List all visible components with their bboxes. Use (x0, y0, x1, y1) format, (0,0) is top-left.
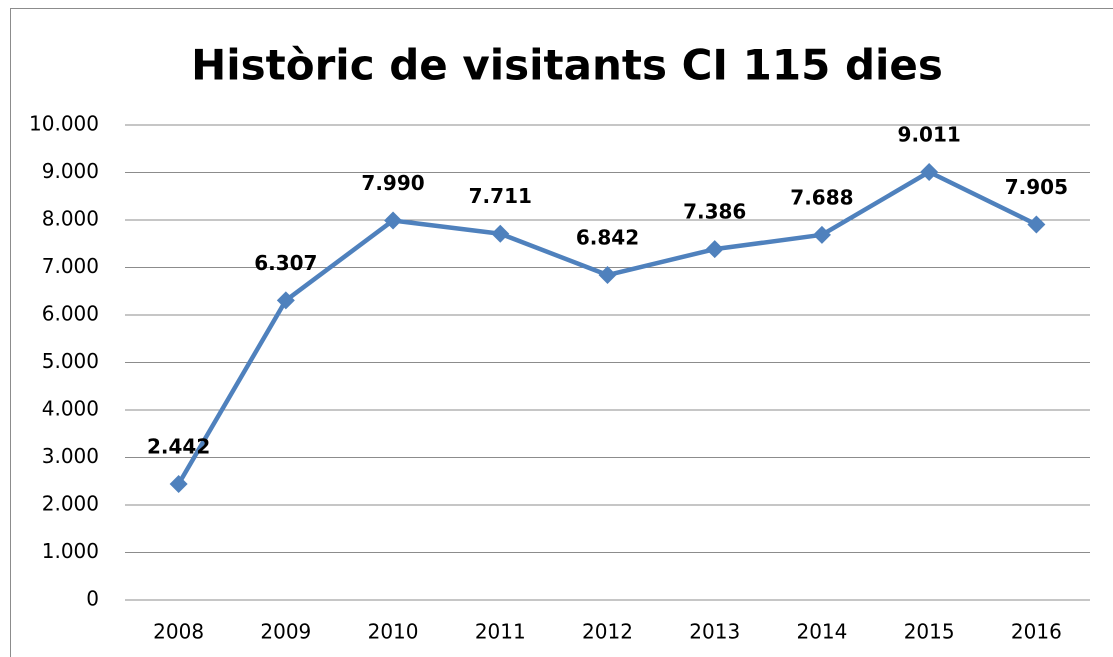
marker (812, 225, 831, 244)
data-label: 6.842 (576, 226, 639, 250)
x-tick-label: 2013 (689, 620, 740, 644)
y-tick-label: 8.000 (42, 207, 99, 231)
data-label: 7.905 (1005, 175, 1068, 199)
x-tick-label: 2009 (260, 620, 311, 644)
x-tick-label: 2008 (153, 620, 204, 644)
chart-border (10, 8, 1113, 657)
x-tick-label: 2015 (904, 620, 955, 644)
data-label: 6.307 (254, 251, 317, 275)
x-tick-label: 2010 (368, 620, 419, 644)
y-tick-label: 9.000 (42, 159, 99, 183)
marker (169, 475, 188, 494)
data-label: 7.711 (469, 184, 532, 208)
y-tick-label: 3.000 (42, 444, 99, 468)
y-tick-label: 7.000 (42, 254, 99, 278)
data-label: 7.688 (790, 185, 853, 209)
marker (920, 162, 939, 181)
x-tick-label: 2012 (582, 620, 633, 644)
marker (1027, 215, 1046, 234)
marker (705, 240, 724, 259)
y-tick-label: 2.000 (42, 492, 99, 516)
x-tick-label: 2016 (1011, 620, 1062, 644)
data-label: 7.386 (683, 200, 746, 224)
y-tick-label: 4.000 (42, 397, 99, 421)
marker (276, 291, 295, 310)
marker (384, 211, 403, 230)
y-tick-label: 10.000 (29, 112, 99, 136)
data-label: 7.990 (361, 171, 424, 195)
y-tick-label: 0 (86, 587, 99, 611)
y-tick-label: 6.000 (42, 302, 99, 326)
data-label: 2.442 (147, 435, 210, 459)
data-label: 9.011 (898, 122, 961, 146)
y-tick-label: 5.000 (42, 349, 99, 373)
x-tick-label: 2011 (475, 620, 526, 644)
y-tick-label: 1.000 (42, 539, 99, 563)
marker (491, 224, 510, 243)
x-tick-label: 2014 (796, 620, 847, 644)
chart-title: Històric de visitants CI 115 dies (191, 41, 943, 90)
marker (598, 266, 617, 285)
